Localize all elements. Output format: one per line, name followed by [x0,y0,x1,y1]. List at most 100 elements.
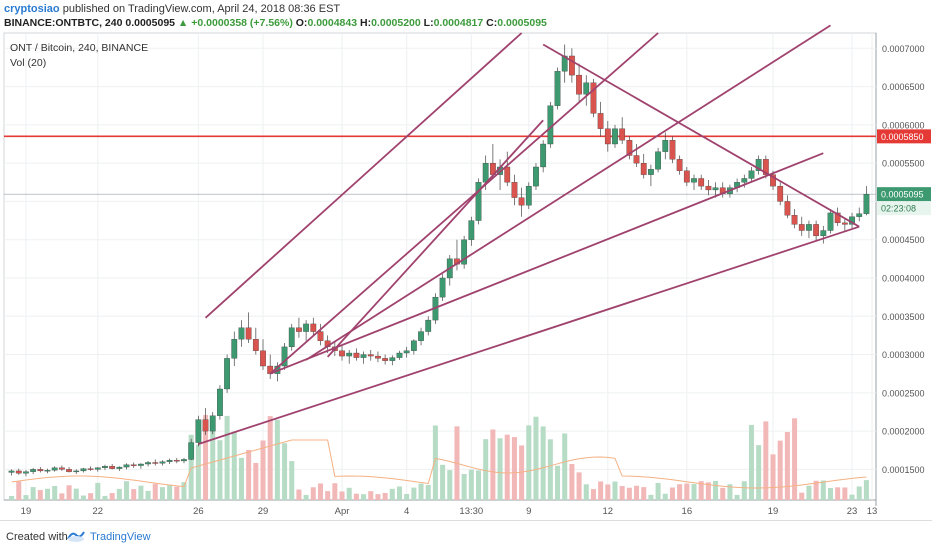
candle-body [382,358,389,361]
volume-bar [23,495,29,500]
y-tick-label: 0.0002500 [882,388,925,398]
symbol-bar: BINANCE:ONTBTC, 240 0.0005095 ▲ +0.00003… [4,17,547,29]
volume-bar [806,485,812,500]
candle-body [669,140,676,160]
x-tick-label: 26 [193,506,204,517]
volume-bar [792,418,798,500]
volume-bar [418,483,424,500]
trend-line [198,225,860,445]
candle-body [159,461,166,464]
candle-body [798,224,805,231]
price-chart[interactable]: 0.0007000 0.0006500 0.0006000 0.0005500 0.00… [0,0,932,520]
x-tick-label: 16 [682,506,693,517]
y-tick-label: 0.0003500 [882,312,925,322]
low-label: L: [423,17,434,29]
symbol-label: BINANCE:ONTBTC, 240 [4,17,123,29]
candle-body [511,182,518,198]
volume-bar [669,487,675,500]
candle-body [181,459,187,462]
candle-body [353,352,360,358]
candle-body [655,151,661,170]
volume-bar [246,449,252,500]
volume-bar [368,491,374,500]
candle-body [712,187,719,191]
last-price-label-bg [877,187,931,202]
candle-body [224,358,230,390]
created-with-label: Created with [6,531,68,543]
candle-body [425,319,432,332]
volume-bar [37,490,43,500]
candle-body [346,352,353,357]
candle-body [389,357,396,361]
volume-bar [332,483,338,500]
open-value: 0.0004843 [307,17,358,29]
volume-bar [80,495,86,500]
candle-body [231,339,238,359]
y-tick-label: 0.0005500 [882,159,925,169]
resistance-price-label-bg [877,129,931,144]
volume-bar [727,484,733,500]
volume-bar [526,425,532,500]
volume-bar [73,488,79,500]
x-tick-label: 23 [847,506,858,517]
x-tick-label: 12 [603,506,614,517]
footer-bar: Created with TradingView [0,520,932,551]
candle-body [461,239,468,265]
volume-bar [396,486,403,500]
volume-bar [605,484,611,500]
volume-bar [713,480,719,500]
candle-body [770,174,776,187]
candle-body [777,185,784,202]
candle-body [475,182,482,221]
candle-body [245,327,252,340]
volume-bar [52,485,58,500]
x-tick-label: 13:30 [459,506,483,517]
tradingview-brand[interactable]: TradingView [90,531,151,543]
trend-line [305,24,831,361]
candle-body [87,468,94,470]
volume-bar [490,429,496,500]
volume-bar [167,485,173,500]
volume-bar [195,444,201,500]
volume-bar [152,483,158,500]
volume-bar [109,493,115,500]
x-tick-label: 29 [258,506,269,517]
candle-body [533,166,539,187]
volume-bar [569,463,575,500]
x-tick-label: 9 [526,506,531,517]
volume-ma-line [11,439,867,489]
candle-body [80,468,87,472]
volume-bar [519,445,525,500]
author-name[interactable]: cryptosiao [4,3,60,15]
candle-body [662,140,669,152]
volume-bar [698,481,704,500]
candle-body [109,466,116,469]
change-value: +0.0000358 (+7.56%) [191,17,293,29]
y-tick-label: 0.0003000 [882,350,925,360]
open-label: O: [295,17,308,29]
volume-bar [404,493,410,500]
x-tick-label: 13 [867,506,878,517]
y-tick-label: 0.0004500 [882,235,925,245]
candle-body [841,222,848,225]
volume-bar [88,493,94,500]
volume-bar [662,493,668,500]
volume-bar [274,419,280,500]
volume-bar [863,480,869,500]
volume-bar [389,488,395,500]
tradingview-logo-icon [67,531,85,542]
volume-bar [576,472,582,500]
resistance-price-label: 0.0005850 [881,132,924,142]
candle-body [554,71,561,106]
candle-body [820,230,827,237]
candle-body [138,463,144,466]
candle-body [604,128,611,145]
candle-body [217,388,223,416]
volume-bar [353,493,359,500]
volume-bar [159,487,165,500]
volume-bar [375,494,381,500]
candle-body [648,169,654,175]
candle-body [619,128,626,141]
volume-bar [827,487,834,500]
candle-body [195,419,202,443]
